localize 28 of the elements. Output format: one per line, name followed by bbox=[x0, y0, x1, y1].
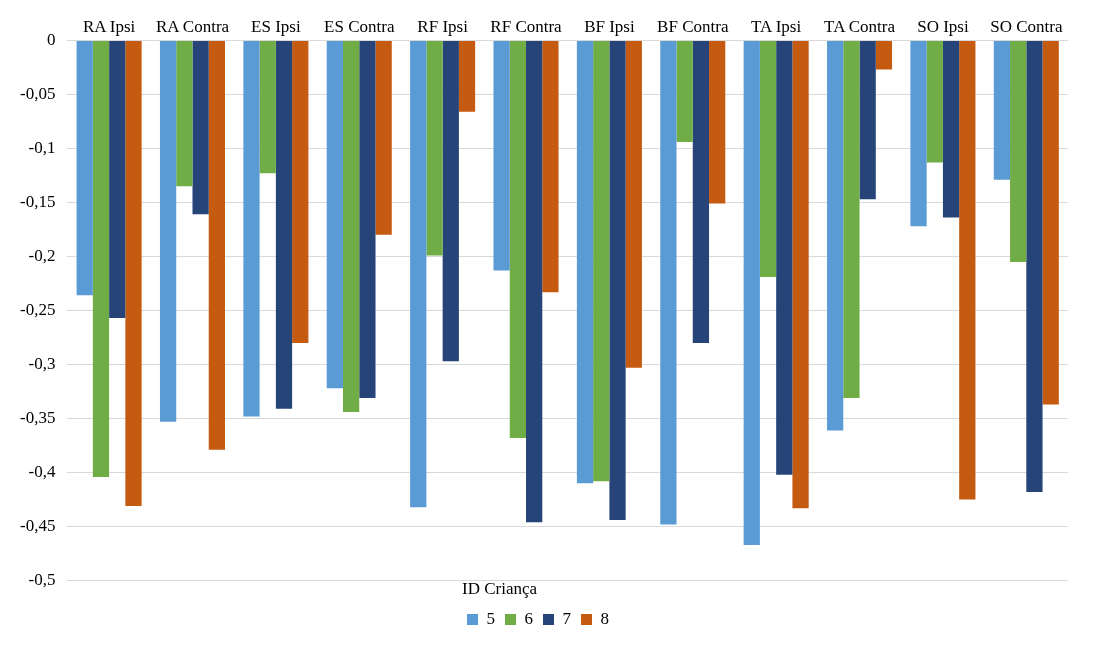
y-tick-label: -0,15 bbox=[19, 191, 56, 211]
x-tick-label: SO Ipsi bbox=[917, 16, 969, 36]
y-tick-label: -0,1 bbox=[28, 137, 56, 157]
legend-label: 6 bbox=[524, 608, 533, 628]
y-tick-label: -0,2 bbox=[28, 245, 56, 265]
x-tick-label: TA Contra bbox=[824, 16, 896, 36]
x-tick-label: RA Ipsi bbox=[82, 16, 136, 36]
x-tick-label: RF Contra bbox=[490, 16, 563, 36]
x-tick-label: RF Ipsi bbox=[417, 16, 469, 36]
x-tick-label: RA Contra bbox=[155, 16, 230, 36]
y-tick-label: -0,45 bbox=[19, 516, 56, 536]
y-tick-label: 0 bbox=[46, 29, 56, 49]
legend-label: 7 bbox=[562, 608, 572, 628]
y-tick-label: -0,3 bbox=[28, 353, 56, 373]
x-tick-label: ES Ipsi bbox=[251, 16, 301, 36]
x-tick-label: SO Contra bbox=[990, 16, 1063, 36]
legend-title: ID Criança bbox=[462, 578, 538, 598]
legend-label: 8 bbox=[600, 608, 609, 628]
y-tick-label: -0,25 bbox=[19, 299, 56, 319]
legend-label: 5 bbox=[486, 608, 495, 628]
x-tick-label: BF Ipsi bbox=[584, 16, 635, 36]
y-tick-label: -0,4 bbox=[28, 462, 56, 482]
y-tick-label: -0,05 bbox=[19, 83, 56, 103]
x-tick-label: BF Contra bbox=[657, 16, 729, 36]
x-tick-label: ES Contra bbox=[324, 16, 395, 36]
y-tick-label: -0,35 bbox=[19, 408, 56, 428]
y-tick-label: -0,5 bbox=[28, 570, 56, 590]
x-tick-label: TA Ipsi bbox=[751, 16, 802, 36]
